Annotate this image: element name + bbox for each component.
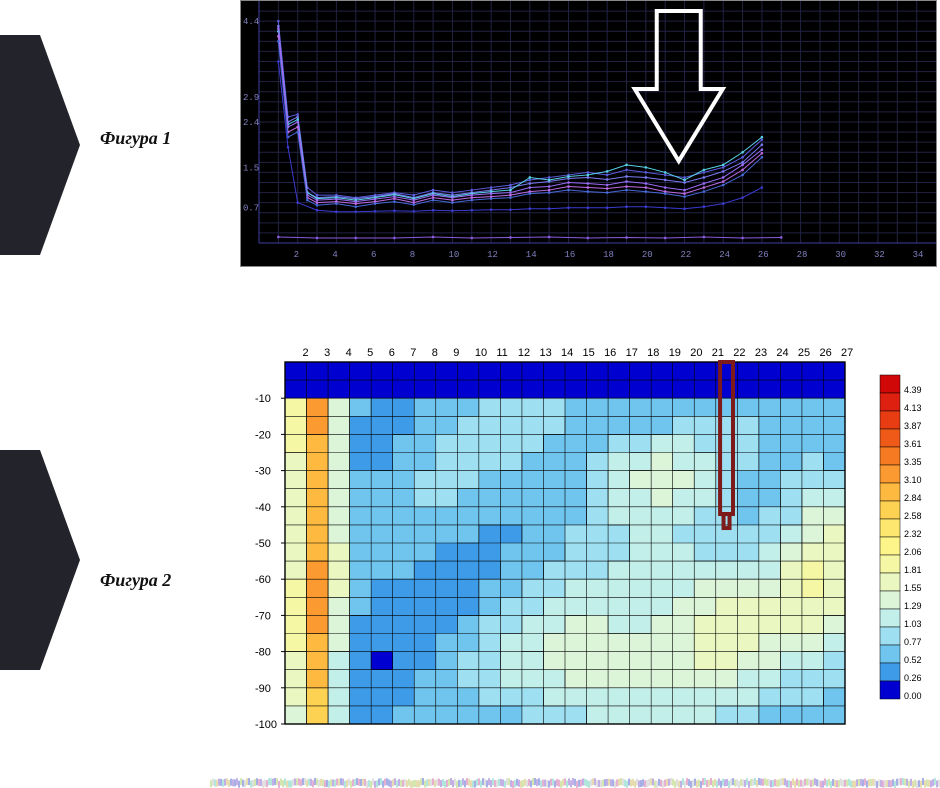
- svg-text:3.87: 3.87: [904, 421, 922, 431]
- svg-text:14: 14: [561, 347, 573, 359]
- figure-1-label: Фигура 1: [100, 128, 171, 149]
- svg-text:11: 11: [496, 347, 507, 359]
- svg-text:18: 18: [603, 250, 614, 260]
- svg-text:20: 20: [690, 347, 702, 359]
- svg-text:-40: -40: [255, 502, 271, 514]
- svg-text:-30: -30: [255, 466, 271, 478]
- svg-text:-80: -80: [255, 647, 271, 659]
- svg-text:34: 34: [913, 250, 924, 260]
- side-arrow-2: [0, 450, 80, 670]
- svg-text:3.10: 3.10: [904, 475, 922, 485]
- svg-text:6: 6: [389, 347, 395, 359]
- svg-text:16: 16: [564, 250, 575, 260]
- svg-text:2.9: 2.9: [243, 93, 259, 103]
- svg-text:22: 22: [681, 250, 692, 260]
- svg-text:0.52: 0.52: [904, 655, 922, 665]
- svg-text:1.29: 1.29: [904, 601, 922, 611]
- svg-text:3.35: 3.35: [904, 457, 922, 467]
- svg-text:0.00: 0.00: [904, 691, 922, 701]
- svg-text:20: 20: [642, 250, 653, 260]
- svg-text:0.7: 0.7: [243, 204, 259, 214]
- svg-text:25: 25: [798, 347, 810, 359]
- svg-text:7: 7: [410, 347, 416, 359]
- svg-text:2.4: 2.4: [243, 118, 259, 128]
- svg-text:8: 8: [432, 347, 438, 359]
- noise-strip: [210, 775, 940, 785]
- svg-text:10: 10: [475, 347, 487, 359]
- svg-text:0.77: 0.77: [904, 637, 922, 647]
- line-chart: 0.71.52.42.94.42468101214161820222426283…: [240, 0, 937, 267]
- heatmap-chart: 2345678910111213141516171819202122232425…: [240, 340, 935, 760]
- svg-text:-60: -60: [255, 574, 271, 586]
- svg-text:2.84: 2.84: [904, 493, 922, 503]
- svg-text:-100: -100: [255, 719, 277, 731]
- svg-text:3.61: 3.61: [904, 439, 922, 449]
- svg-text:17: 17: [626, 347, 638, 359]
- svg-text:1.5: 1.5: [243, 163, 259, 173]
- svg-text:27: 27: [841, 347, 853, 359]
- svg-text:4: 4: [346, 347, 352, 359]
- svg-text:21: 21: [712, 347, 724, 359]
- svg-text:-70: -70: [255, 610, 271, 622]
- svg-text:1.55: 1.55: [904, 583, 922, 593]
- svg-text:4.4: 4.4: [243, 17, 259, 27]
- figure-2-label: Фигура 2: [100, 570, 171, 591]
- svg-text:-50: -50: [255, 538, 271, 550]
- svg-text:2.58: 2.58: [904, 511, 922, 521]
- svg-text:12: 12: [518, 347, 530, 359]
- svg-text:24: 24: [776, 347, 788, 359]
- svg-text:24: 24: [719, 250, 730, 260]
- svg-text:14: 14: [526, 250, 537, 260]
- svg-text:5: 5: [367, 347, 373, 359]
- arrow-marker-icon: [635, 11, 723, 161]
- svg-text:13: 13: [539, 347, 551, 359]
- svg-text:28: 28: [797, 250, 808, 260]
- svg-text:15: 15: [583, 347, 595, 359]
- svg-text:4: 4: [332, 250, 337, 260]
- svg-text:30: 30: [835, 250, 846, 260]
- side-arrow-1: [0, 35, 80, 255]
- svg-text:32: 32: [874, 250, 885, 260]
- svg-text:26: 26: [819, 347, 831, 359]
- svg-text:-20: -20: [255, 429, 271, 441]
- svg-text:2: 2: [294, 250, 299, 260]
- svg-text:0.26: 0.26: [904, 673, 922, 683]
- svg-text:22: 22: [733, 347, 745, 359]
- svg-text:8: 8: [410, 250, 415, 260]
- svg-text:10: 10: [448, 250, 459, 260]
- svg-text:9: 9: [453, 347, 459, 359]
- svg-text:16: 16: [604, 347, 616, 359]
- svg-text:2: 2: [303, 347, 309, 359]
- svg-text:18: 18: [647, 347, 659, 359]
- svg-text:1.81: 1.81: [904, 565, 922, 575]
- svg-text:2.32: 2.32: [904, 529, 922, 539]
- svg-text:19: 19: [669, 347, 681, 359]
- svg-text:4.13: 4.13: [904, 403, 922, 413]
- svg-text:6: 6: [371, 250, 376, 260]
- svg-text:1.03: 1.03: [904, 619, 922, 629]
- svg-text:2.06: 2.06: [904, 547, 922, 557]
- svg-text:26: 26: [758, 250, 769, 260]
- svg-text:12: 12: [487, 250, 498, 260]
- svg-text:3: 3: [324, 347, 330, 359]
- svg-text:4.39: 4.39: [904, 385, 922, 395]
- svg-text:-90: -90: [255, 683, 271, 695]
- svg-text:-10: -10: [255, 393, 271, 405]
- svg-text:23: 23: [755, 347, 767, 359]
